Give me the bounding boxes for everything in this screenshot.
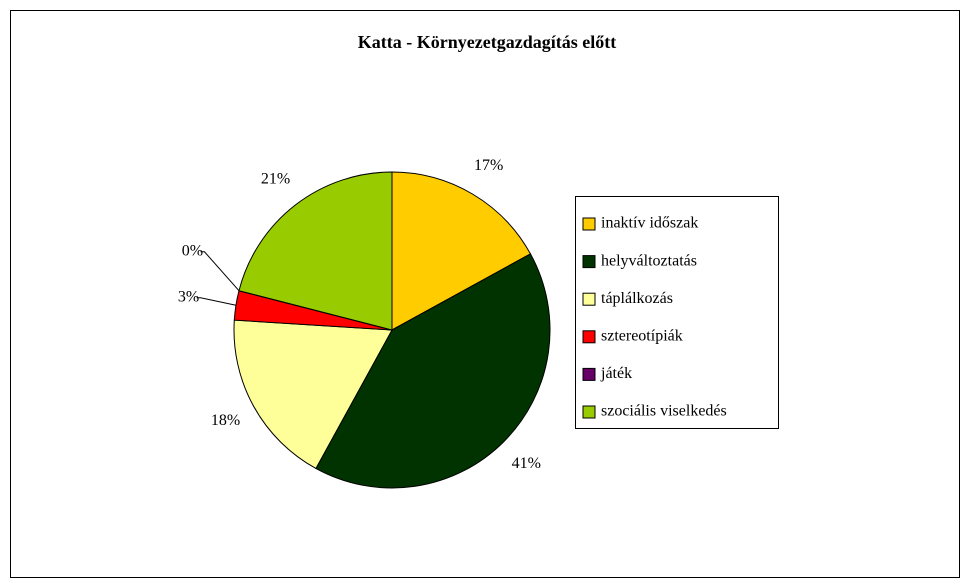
- legend-label: helyváltoztatás: [601, 252, 697, 269]
- chart-title: Katta - Környezetgazdagítás előtt: [358, 32, 616, 52]
- pie-slice: [238, 171, 393, 331]
- legend-label: szociális viselkedés: [601, 403, 727, 420]
- data-label: 17%: [474, 157, 503, 174]
- legend-swatch: [582, 367, 596, 381]
- legend-label: inaktív időszak: [601, 215, 698, 232]
- leader-line: [200, 251, 240, 292]
- leader-line: [196, 297, 237, 306]
- legend-box: [575, 196, 779, 429]
- legend-label: játék: [600, 365, 632, 382]
- legend-swatch: [582, 292, 596, 306]
- data-label: 18%: [211, 412, 240, 429]
- data-label: 0%: [182, 242, 203, 259]
- legend-swatch: [582, 330, 596, 344]
- legend-swatch: [582, 405, 596, 419]
- legend-label: sztereotípiák: [601, 327, 683, 344]
- pie-slice: [391, 171, 532, 331]
- pie-slice: [315, 253, 551, 489]
- data-label: 41%: [512, 455, 541, 472]
- legend-swatch: [582, 255, 596, 269]
- legend-swatch: [582, 217, 596, 231]
- pie-slice: [233, 319, 393, 470]
- data-label: 3%: [178, 288, 199, 305]
- data-label: 21%: [261, 171, 290, 188]
- legend-label: táplálkozás: [601, 290, 673, 307]
